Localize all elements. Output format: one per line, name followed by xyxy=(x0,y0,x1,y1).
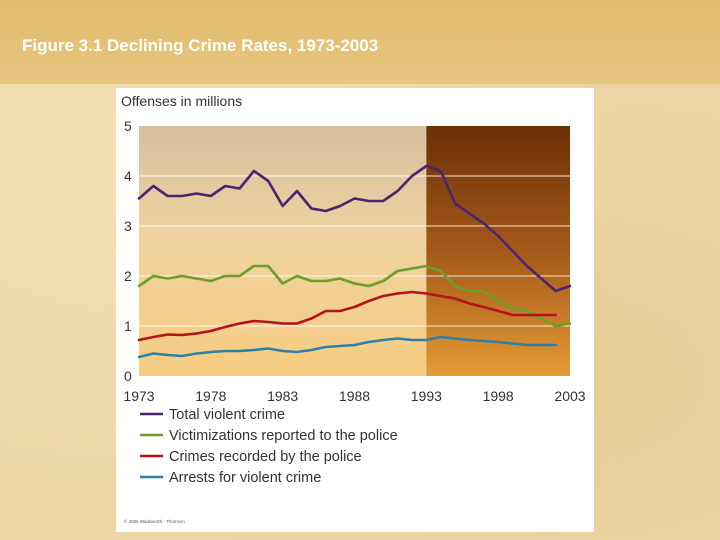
series-line-1 xyxy=(137,164,572,293)
series-line-4 xyxy=(137,335,557,359)
plot-background xyxy=(139,126,427,376)
x-tick-label: 1983 xyxy=(267,388,298,404)
y-tick-label: 1 xyxy=(124,318,132,334)
highlight-region xyxy=(426,126,570,376)
x-tick-label: 1993 xyxy=(411,388,442,404)
slide-title: Figure 3.1 Declining Crime Rates, 1973-2… xyxy=(22,36,379,55)
legend-label: Victimizations reported to the police xyxy=(169,428,398,444)
legend-label: Arrests for violent crime xyxy=(169,470,321,486)
y-tick-label: 3 xyxy=(124,218,132,234)
legend-label: Crimes recorded by the police xyxy=(169,449,362,465)
y-tick-label: 0 xyxy=(124,368,132,384)
y-axis-label: Offenses in millions xyxy=(121,93,242,109)
title-bar xyxy=(0,0,720,84)
y-tick-label: 4 xyxy=(124,168,132,184)
x-tick-label: 1978 xyxy=(195,388,226,404)
x-tick-label: 1988 xyxy=(339,388,370,404)
legend-item: Victimizations reported to the police xyxy=(140,428,398,444)
x-tick-label: 1998 xyxy=(483,388,514,404)
series-line-3 xyxy=(137,290,557,342)
copyright-credit: © 2005 Wadsworth - Thomson xyxy=(124,519,185,524)
legend-item: Crimes recorded by the police xyxy=(140,449,362,465)
legend-item: Arrests for violent crime xyxy=(140,470,321,486)
x-tick-label: 1973 xyxy=(123,388,154,404)
series-line-2 xyxy=(137,264,572,328)
y-tick-label: 5 xyxy=(124,118,132,134)
y-tick-label: 2 xyxy=(124,268,132,284)
legend-item: Total violent crime xyxy=(140,407,285,423)
legend-label: Total violent crime xyxy=(169,407,285,423)
x-tick-label: 2003 xyxy=(554,388,585,404)
